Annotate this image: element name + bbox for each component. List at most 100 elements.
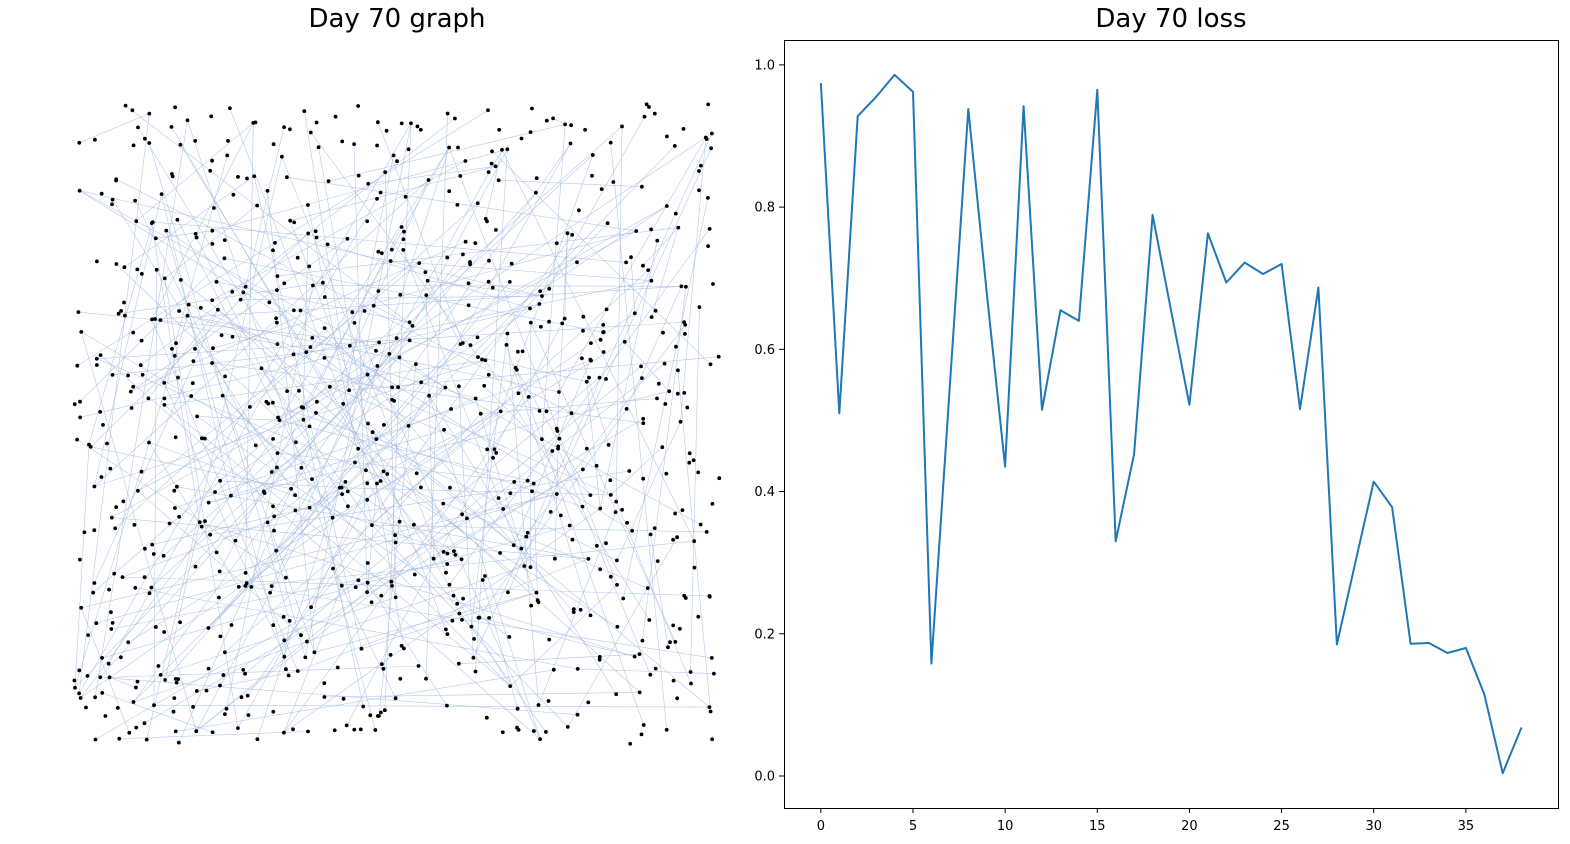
graph-node [218,634,223,639]
graph-node [365,219,370,224]
graph-node [105,441,109,446]
graph-node [308,130,313,135]
graph-node [265,188,270,193]
graph-node [709,656,714,660]
y-tick-label: 0.0 [754,770,775,785]
graph-node [664,204,669,208]
graph-node [697,188,701,193]
graph-node [684,284,688,289]
graph-node [597,375,602,380]
graph-node [614,692,619,697]
graph-node [292,308,296,313]
graph-node [406,147,411,152]
graph-node [107,587,111,592]
graph-edge [378,364,417,717]
graph-node [275,274,280,278]
graph-node [498,409,503,414]
graph-edge [118,282,323,314]
graph-node [274,548,278,553]
graph-node [511,543,516,548]
graph-node [647,618,652,622]
graph-node [528,130,533,135]
graph-node [246,713,251,717]
graph-edge [78,123,412,694]
graph-node [306,231,311,236]
graph-edge [397,143,571,388]
graph-edge [100,192,537,678]
graph-node [284,575,288,580]
graph-node [447,189,452,194]
graph-node [282,638,287,643]
graph-edge [80,607,130,733]
graph-node [710,737,714,742]
graph-edge [114,203,478,529]
graph-node [666,645,670,650]
graph-node [688,670,693,674]
graph-node [563,122,567,127]
graph-edge [178,179,429,743]
graph-node [99,475,104,479]
graph-node [332,728,337,733]
graph-node [243,284,248,289]
graph-node [382,708,387,713]
graph-node [162,276,167,281]
graph-edge [74,340,410,689]
graph-edge [151,357,400,588]
graph-node [127,730,132,735]
graph-node [136,488,140,493]
graph-node [269,470,274,474]
graph-edge [163,382,285,657]
graph-node [389,579,394,584]
graph-node [154,267,159,272]
graph-node [537,409,542,413]
graph-node [515,725,519,730]
graph-edge [220,480,342,488]
graph-node [512,480,517,484]
graph-node [532,729,536,733]
graph-edge [622,197,709,599]
graph-node [208,532,213,537]
graph-edge [554,448,559,559]
graph-node [597,657,602,662]
graph-node [575,712,580,717]
graph-node [556,446,560,451]
graph-node [211,346,215,351]
graph-edge [458,653,640,664]
loss-axes-frame [784,40,1559,809]
graph-node [276,415,280,420]
graph-node [615,624,620,629]
graph-node [463,159,468,163]
graph-node [203,519,207,523]
graph-edge [624,341,670,392]
graph-node [153,625,158,629]
graph-edge [332,568,376,731]
graph-node [288,127,292,132]
graph-node [601,330,606,334]
graph-node [463,239,468,244]
graph-node [315,399,319,404]
graph-node [604,541,608,546]
graph-edge [155,230,213,239]
graph-node [229,493,233,498]
graph-node [176,375,180,380]
graph-edge [610,446,663,496]
graph-node [210,298,215,303]
graph-node [109,610,113,615]
graph-edge [427,280,461,345]
graph-node [544,118,549,123]
graph-node [419,485,423,490]
graph-edge [626,286,682,410]
graph-node [162,403,167,407]
graph-node [469,624,474,629]
graph-node [673,640,678,644]
graph-node [344,723,349,728]
graph-node [587,375,591,380]
graph-node [375,364,380,368]
graph-edge [74,444,90,688]
graph-node [307,505,312,510]
graph-node [696,470,701,475]
graph-node [427,393,431,398]
graph-edge [135,587,578,670]
graph-node [218,683,222,688]
graph-node [655,238,660,243]
